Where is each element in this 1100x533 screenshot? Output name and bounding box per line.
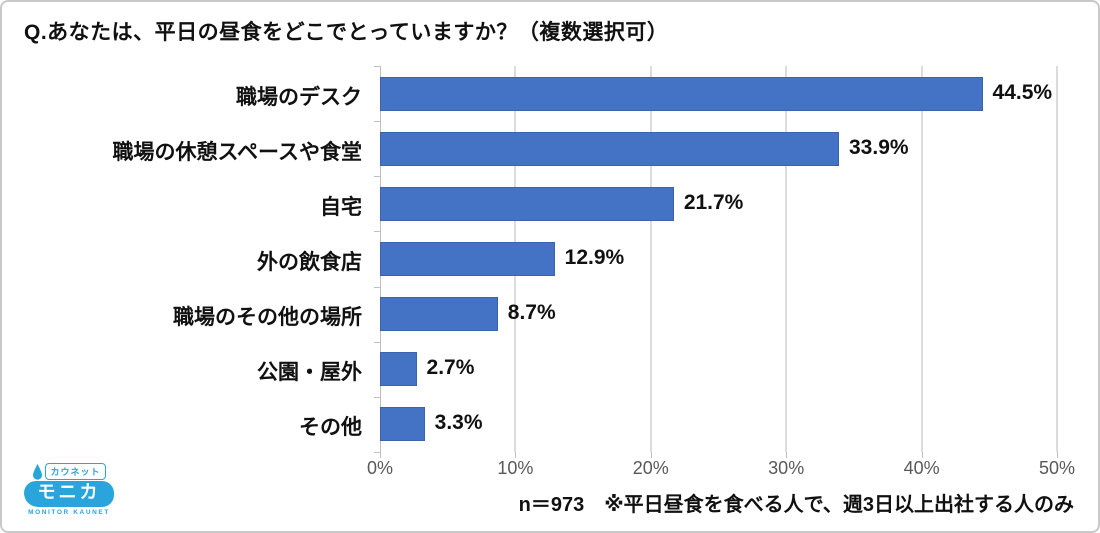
bar-row: 公園・屋外 2.7% (2, 342, 1098, 397)
category-label: 公園・屋外 (257, 361, 362, 385)
y-axis-tick (374, 231, 380, 233)
x-axis-tick (380, 452, 381, 458)
bar (380, 352, 417, 387)
value-label: 33.9% (849, 135, 909, 159)
category-label: 自宅 (320, 195, 362, 219)
x-axis-tick-label: 20% (632, 458, 669, 478)
bar-row: 職場のその他の場所 8.7% (2, 287, 1098, 342)
y-axis-tick (374, 66, 380, 67)
x-axis-tick (515, 452, 517, 458)
y-axis-tick (374, 452, 380, 453)
gridline (785, 66, 788, 452)
category-label: 外の飲食店 (257, 250, 362, 274)
y-axis-tick (374, 121, 380, 123)
y-axis-tick (374, 176, 380, 178)
x-axis-tick-label: 0% (366, 458, 394, 478)
category-label: 職場のデスク (236, 85, 362, 109)
logo-monitor-kaunet-text: MONITOR KAUNET (28, 508, 110, 516)
value-label: 21.7% (683, 190, 744, 214)
bar-row: 職場の休憩スペースや食堂 33.9% (2, 121, 1098, 176)
logo-top-row: カウネット (24, 463, 114, 480)
x-axis-labels: 0% 10% 20% 30% 40% 50% (367, 458, 1075, 480)
bar (380, 131, 839, 166)
x-axis-tick (921, 452, 923, 458)
gridline (649, 66, 652, 452)
gridline (920, 66, 923, 452)
x-axis-tick-label: 50% (1038, 458, 1076, 478)
x-axis-tick-label: 10% (497, 458, 534, 478)
logo-monika-text: モニカ (24, 481, 114, 507)
category-label: 職場の休憩スペースや食堂 (112, 140, 362, 164)
bar-rows: 職場のデスク 44.5% 職場の休憩スペースや食堂 33.9% 自宅 21.7% 外の飲食店… (2, 66, 1098, 452)
y-axis-tick (374, 396, 380, 398)
gridline (1056, 66, 1058, 452)
x-axis-tick (1057, 452, 1058, 458)
y-axis-tick (374, 286, 380, 288)
logo-kaunet-text: カウネット (45, 463, 106, 480)
value-label: 2.7% (426, 356, 475, 380)
value-label: 3.3% (434, 411, 483, 435)
x-axis-tick-label: 40% (903, 458, 940, 478)
x-axis-tick-label: 30% (768, 458, 805, 478)
bar (380, 241, 555, 276)
x-axis-tick (650, 452, 652, 458)
bar-row: 外の飲食店 12.9% (2, 231, 1098, 286)
bar (380, 297, 498, 332)
bar (380, 186, 674, 221)
value-label: 12.9% (564, 245, 625, 269)
kaunet-monika-logo: カウネット モニカ MONITOR KAUNET (24, 463, 114, 516)
footnote: n＝973 ※平日昼食を食べる人で、週3日以上出社する人のみ (518, 494, 1074, 516)
chart-title: Q.あなたは、平日の昼食をどこでとっていますか？（複数選択可） (24, 21, 669, 44)
value-label: 44.5% (992, 80, 1053, 104)
y-axis-tick (374, 341, 380, 343)
bar-row: その他 3.3% (2, 397, 1098, 452)
x-axis-tick (786, 452, 788, 458)
bar (380, 407, 425, 442)
category-label: その他 (299, 416, 362, 440)
category-label: 職場のその他の場所 (173, 306, 362, 330)
bar (380, 76, 983, 111)
bar-row: 自宅 21.7% (2, 176, 1098, 231)
value-label: 8.7% (507, 301, 556, 325)
water-drop-icon (33, 464, 43, 480)
bar-row: 職場のデスク 44.5% (2, 66, 1098, 121)
